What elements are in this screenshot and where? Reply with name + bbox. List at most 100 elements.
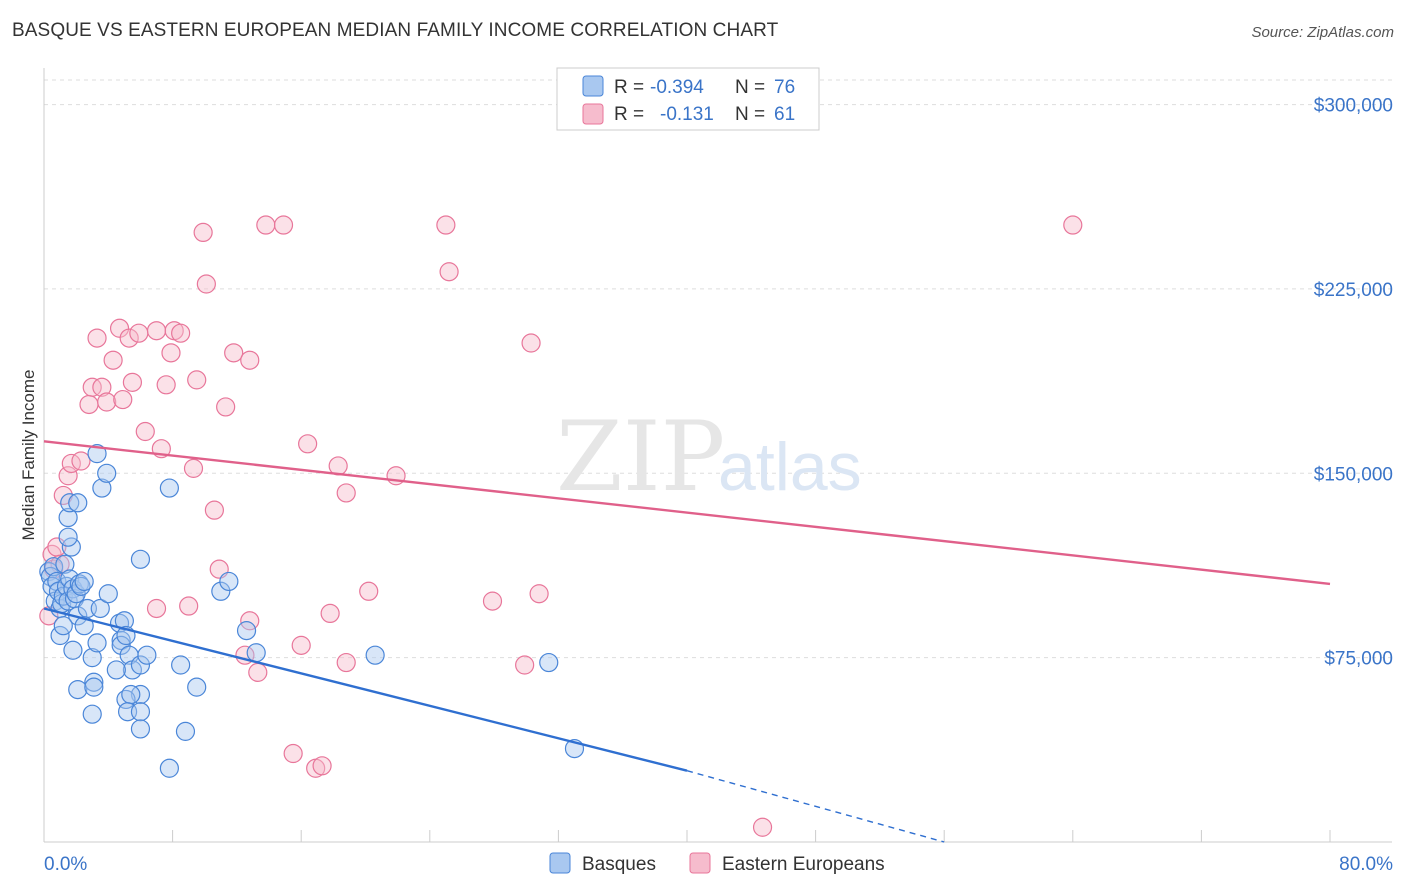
chart-title: BASQUE VS EASTERN EUROPEAN MEDIAN FAMILY… <box>12 20 779 41</box>
basques-point <box>68 493 88 513</box>
basques-point <box>111 635 131 655</box>
y-axis-label: Median Family Income <box>19 369 38 540</box>
basques-point <box>82 704 102 724</box>
axes <box>43 68 1392 843</box>
basques-point <box>92 478 112 498</box>
y-tick-labels: $75,000 $150,000 $225,000 $300,000 <box>1314 96 1393 670</box>
eastern-europeans-point <box>1063 215 1083 235</box>
basques-trend-extension <box>686 770 945 843</box>
eastern-europeans-point <box>204 500 224 520</box>
basques-point <box>539 652 559 673</box>
eastern-europeans-point <box>122 372 143 392</box>
eastern-europeans-point <box>82 377 102 397</box>
eastern-europeans-point <box>171 323 191 343</box>
eastern-europeans-point <box>521 333 541 353</box>
basques-point <box>130 684 151 705</box>
eastern-europeans-point <box>103 350 123 370</box>
eastern-europeans-point <box>752 817 773 837</box>
eastern-europeans-point <box>58 466 78 486</box>
eastern-europeans-point <box>436 215 456 235</box>
basques-point <box>74 571 94 592</box>
basques-point <box>130 549 151 569</box>
eastern-europeans-point <box>156 375 176 395</box>
eastern-europeans-point <box>196 274 216 294</box>
basques-point <box>82 648 102 668</box>
eastern-europeans-point <box>336 652 356 673</box>
x-tick-label-max: 80.0% <box>1339 854 1393 875</box>
eastern-europeans-point <box>79 394 99 415</box>
eastern-europeans-point <box>482 591 503 611</box>
y-tick-label: $75,000 <box>1324 649 1393 670</box>
x-tick-label-min: 0.0% <box>44 854 87 875</box>
stats-r-value-basques: -0.394 <box>650 77 704 98</box>
eastern-europeans-point <box>87 328 107 348</box>
basques-point <box>63 640 83 660</box>
stats-n-value-eastern: 61 <box>774 104 795 125</box>
stats-r-value-eastern: -0.131 <box>660 104 714 125</box>
basques-point <box>159 758 179 778</box>
basques-point <box>106 660 126 680</box>
stats-swatch-eastern <box>582 103 604 125</box>
eastern-europeans-point <box>71 451 91 471</box>
trend-lines <box>43 440 1331 843</box>
source-label: Source: ZipAtlas.com <box>1251 24 1394 41</box>
stats-r-label-eastern: R = <box>614 104 644 125</box>
basques-points <box>39 444 585 778</box>
y-tick-label: $300,000 <box>1314 96 1393 117</box>
eastern-europeans-point <box>216 397 236 417</box>
basques-point <box>53 616 73 636</box>
series-legend: Basques Eastern Europeans <box>549 852 885 875</box>
legend-swatch-eastern <box>689 852 711 874</box>
eastern-europeans-point <box>298 434 318 454</box>
basques-point <box>58 507 78 528</box>
eastern-europeans-point <box>320 603 340 624</box>
eastern-europeans-point <box>135 421 155 442</box>
eastern-europeans-point <box>183 458 204 478</box>
eastern-europeans-point <box>193 222 213 242</box>
basques-point <box>130 702 151 722</box>
basques-point <box>60 493 80 513</box>
basques-point <box>121 684 141 705</box>
legend-swatch-basques <box>549 852 571 874</box>
eastern-europeans-point <box>273 215 294 235</box>
basques-point <box>44 557 64 577</box>
basques-point <box>365 645 385 665</box>
basques-point <box>90 598 110 619</box>
eastern-europeans-point <box>312 756 332 776</box>
eastern-europeans-point <box>119 328 139 348</box>
basques-point <box>87 444 107 464</box>
eastern-europeans-points <box>39 215 1083 837</box>
stats-r-label-basques: R = <box>614 77 644 98</box>
watermark-zip: ZIP <box>556 401 725 513</box>
basques-point <box>236 621 257 641</box>
basques-point <box>87 633 107 653</box>
eastern-europeans-point <box>248 662 268 682</box>
basques-point <box>84 672 104 692</box>
eastern-europeans-point <box>146 321 167 341</box>
eastern-europeans-point <box>291 635 311 655</box>
eastern-europeans-point <box>336 483 356 503</box>
eastern-europeans-point <box>359 581 379 601</box>
basques-point <box>84 677 104 697</box>
eastern-europeans-point <box>179 596 199 616</box>
eastern-europeans-point <box>113 389 133 410</box>
eastern-europeans-point <box>187 370 207 390</box>
eastern-europeans-point <box>256 215 276 235</box>
eastern-europeans-point <box>92 377 112 397</box>
basques-point <box>58 527 78 547</box>
basques-point <box>219 571 239 592</box>
eastern-europeans-point <box>109 318 130 338</box>
y-tick-label: $150,000 <box>1314 464 1393 485</box>
eastern-europeans-point <box>129 323 149 343</box>
eastern-europeans-point <box>97 392 117 412</box>
eastern-europeans-point <box>283 743 303 764</box>
stats-n-label-basques: N = <box>735 77 765 98</box>
stats-swatch-basques <box>582 75 604 97</box>
basques-point <box>97 463 117 483</box>
eastern-europeans-point <box>146 598 167 619</box>
legend-label-basques: Basques <box>582 854 656 875</box>
basques-point <box>175 721 196 741</box>
basques-point <box>68 679 88 700</box>
basques-trend-line <box>43 607 688 772</box>
